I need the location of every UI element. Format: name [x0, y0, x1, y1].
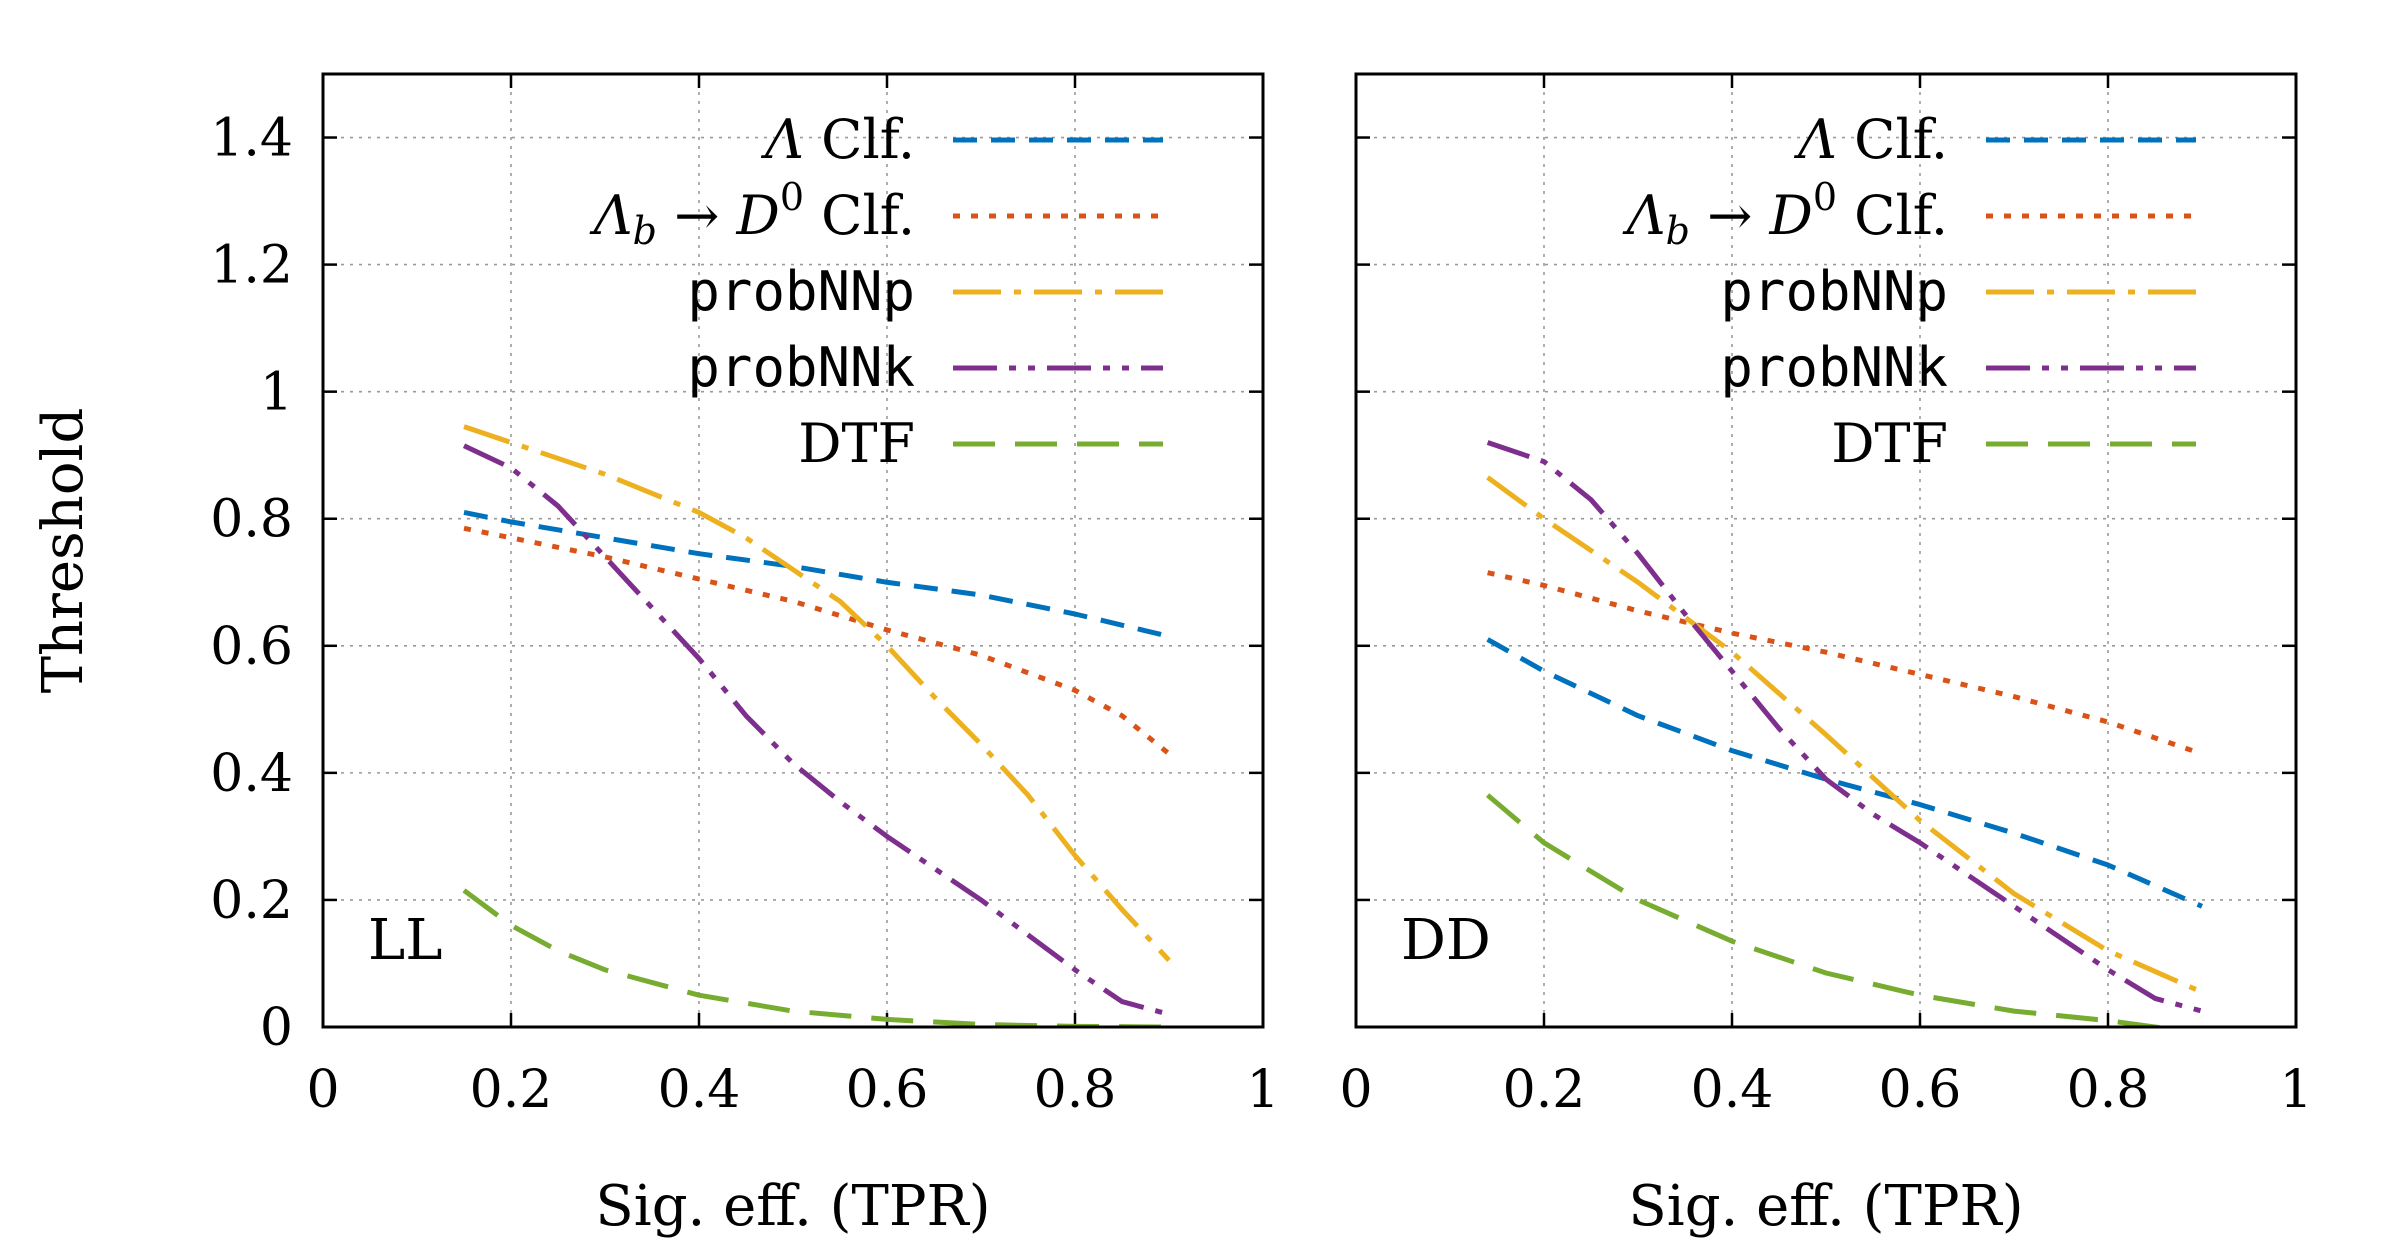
series-line-0 — [1486, 637, 2204, 909]
plot-frame — [321, 72, 1265, 1029]
y-tick-label: 1.2 — [210, 236, 293, 296]
x-tick-label: 1 — [1246, 1060, 1279, 1120]
y-tick-label: 0.4 — [210, 744, 293, 804]
legend-label-4: DTF — [798, 412, 915, 475]
y-tick-label: 1 — [260, 363, 293, 423]
y-tick-label: 0.6 — [210, 617, 293, 677]
series-line-0 — [463, 509, 1170, 639]
y-axis-label: Threshold — [31, 408, 96, 694]
series-line-4 — [462, 888, 1170, 1027]
x-axis-label: Sig. eff. (TPR) — [1628, 1174, 2023, 1239]
panel-ll: 0 0.2 0.4 0.6 0.8 1 0 0.2 0.4 0.6 0.8 1 1.2 1.4 Sig. e… — [31, 72, 1280, 1239]
legend-label-0: Λ Clf. — [1793, 108, 1948, 171]
legend: Λ Clf.Λb → D0 Clf. probNNp probNNk DTF — [1622, 108, 2196, 475]
series-line-1 — [463, 525, 1171, 756]
x-tick-label: 0.6 — [846, 1060, 929, 1120]
legend: Λ Clf.Λb → D0 Clf. probNNp probNNk DTF — [589, 108, 1163, 475]
x-tick-label: 0.2 — [1503, 1060, 1586, 1120]
series-line-2 — [1486, 475, 2204, 995]
series-group — [462, 424, 1171, 1027]
y-tick-label: 0.8 — [210, 490, 293, 550]
x-tick-label: 0 — [1339, 1060, 1372, 1120]
legend-label-2: probNNp — [687, 260, 915, 323]
x-axis-label: Sig. eff. (TPR) — [595, 1174, 990, 1239]
series-line-4 — [1485, 793, 2174, 1027]
y-tick-label: 0 — [260, 998, 293, 1058]
x-tick-label: 0.6 — [1879, 1060, 1962, 1120]
plot-frame — [1354, 72, 2298, 1029]
x-tick-label: 0.8 — [2067, 1060, 2150, 1120]
legend-label-4: DTF — [1831, 412, 1948, 475]
legend-label-3: probNNk — [1720, 336, 1948, 399]
legend-label-1: Λb → D0 Clf. — [1622, 175, 1948, 253]
series-line-3 — [462, 443, 1170, 1017]
legend-label-3: probNNk — [687, 336, 915, 399]
panel-dd: 0 0.2 0.4 0.6 0.8 1 Sig. eff. (TPR) DD Λ Clf.Λb … — [1339, 72, 2313, 1239]
legend-label-0: Λ Clf. — [760, 108, 915, 171]
x-tick-label: 0.2 — [470, 1060, 553, 1120]
panel-label: DD — [1401, 908, 1491, 973]
legend-label-1: Λb → D0 Clf. — [589, 175, 915, 253]
x-tick-label: 0.4 — [1691, 1060, 1774, 1120]
y-tick-label: 0.2 — [210, 871, 293, 931]
x-tick-label: 0.4 — [658, 1060, 741, 1120]
series-line-1 — [1487, 570, 2203, 757]
y-tick-label: 1.4 — [210, 109, 293, 169]
series-group — [1485, 440, 2204, 1027]
x-tick-label: 1 — [2279, 1060, 2312, 1120]
panel-label: LL — [368, 908, 442, 973]
legend-label-2: probNNp — [1720, 260, 1948, 323]
series-line-2 — [463, 424, 1171, 962]
series-line-3 — [1486, 440, 2203, 1014]
x-tick-label: 0.8 — [1034, 1060, 1117, 1120]
x-tick-label: 0 — [306, 1060, 339, 1120]
